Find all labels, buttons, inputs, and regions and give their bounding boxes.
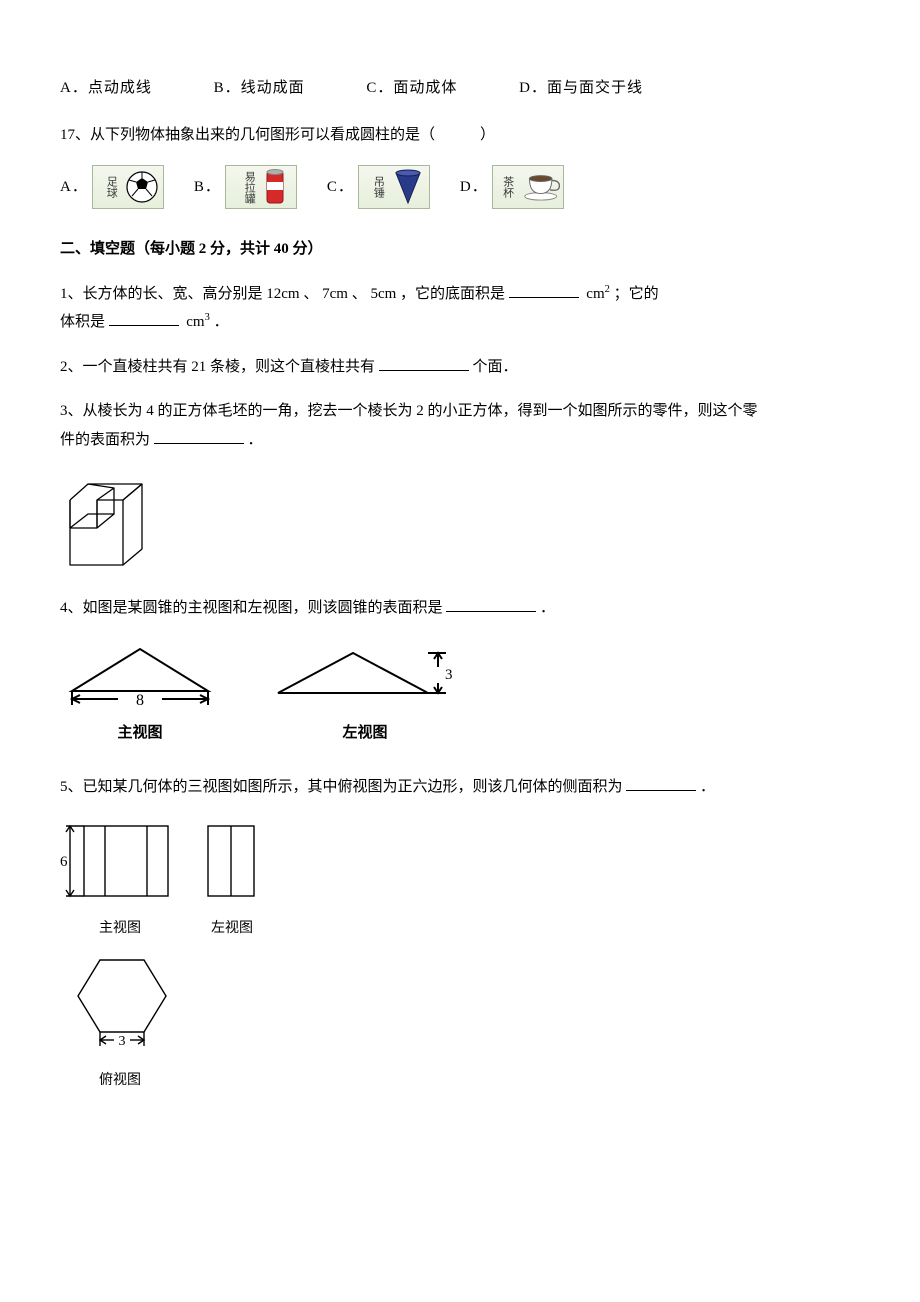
section-2-header: 二、填空题（每小题 2 分，共计 40 分） <box>60 235 865 264</box>
q5-figures: 6 主视图 左视图 <box>60 818 865 1095</box>
q5-main-view: 6 主视图 <box>60 818 180 943</box>
football-icon: 足球 <box>92 165 164 209</box>
q17-opt-d: D． 茶杯 <box>460 165 564 209</box>
q5-left-view: 左视图 <box>202 818 262 943</box>
q16-options: A．点动成线 B．线动成面 C．面动成体 D．面与面交于线 <box>60 74 865 103</box>
q2: 2、一个直棱柱共有 21 条棱，则这个直棱柱共有 个面． <box>60 353 865 382</box>
plumb-icon: 吊锤 <box>358 165 430 209</box>
q4-left-view: 3 左视图 <box>270 643 460 748</box>
q3: 3、从棱长为 4 的正方体毛坯的一角，挖去一个棱长为 2 的小正方体，得到一个如… <box>60 397 865 454</box>
q1-blank-volume[interactable] <box>109 310 179 326</box>
q17-opt-c: C． 吊锤 <box>327 165 430 209</box>
q3-blank[interactable] <box>154 428 244 444</box>
q2-blank[interactable] <box>379 355 469 371</box>
q17-opt-a: A． 足球 <box>60 165 164 209</box>
q1: 1、长方体的长、宽、高分别是 12cm 、 7cm 、 5cm ，它的底面积是 … <box>60 280 865 337</box>
q17-text: 17、从下列物体抽象出来的几何图形可以看成圆柱的是（ ） <box>60 121 865 150</box>
q4-dim-3: 3 <box>445 667 453 683</box>
q17-options: A． 足球 B． 易拉罐 C． 吊锤 D． 茶杯 <box>60 165 865 209</box>
q4-main-view: 8 主视图 <box>60 643 220 748</box>
q3-figure <box>60 470 865 572</box>
q16-opt-c: C．面动成体 <box>366 74 457 103</box>
q5-dim-3: 3 <box>119 1034 126 1049</box>
q4-blank[interactable] <box>446 596 536 612</box>
can-icon: 易拉罐 <box>225 165 297 209</box>
q5-top-view: 3 俯视图 <box>60 952 865 1095</box>
q5-dim-6: 6 <box>60 854 68 870</box>
q4: 4、如图是某圆锥的主视图和左视图，则该圆锥的表面积是 ． <box>60 594 865 623</box>
q16-opt-a: A．点动成线 <box>60 74 152 103</box>
q17-opt-b: B． 易拉罐 <box>194 165 297 209</box>
q4-dim-8: 8 <box>136 692 144 709</box>
q5-blank[interactable] <box>626 775 696 791</box>
q16-opt-d: D．面与面交于线 <box>519 74 643 103</box>
q16-opt-b: B．线动成面 <box>214 74 305 103</box>
q1-blank-area[interactable] <box>509 282 579 298</box>
q4-figures: 8 主视图 3 左视图 <box>60 643 865 748</box>
teacup-icon: 茶杯 <box>492 165 564 209</box>
q5: 5、已知某几何体的三视图如图所示，其中俯视图为正六边形，则该几何体的侧面积为 ． <box>60 773 865 802</box>
